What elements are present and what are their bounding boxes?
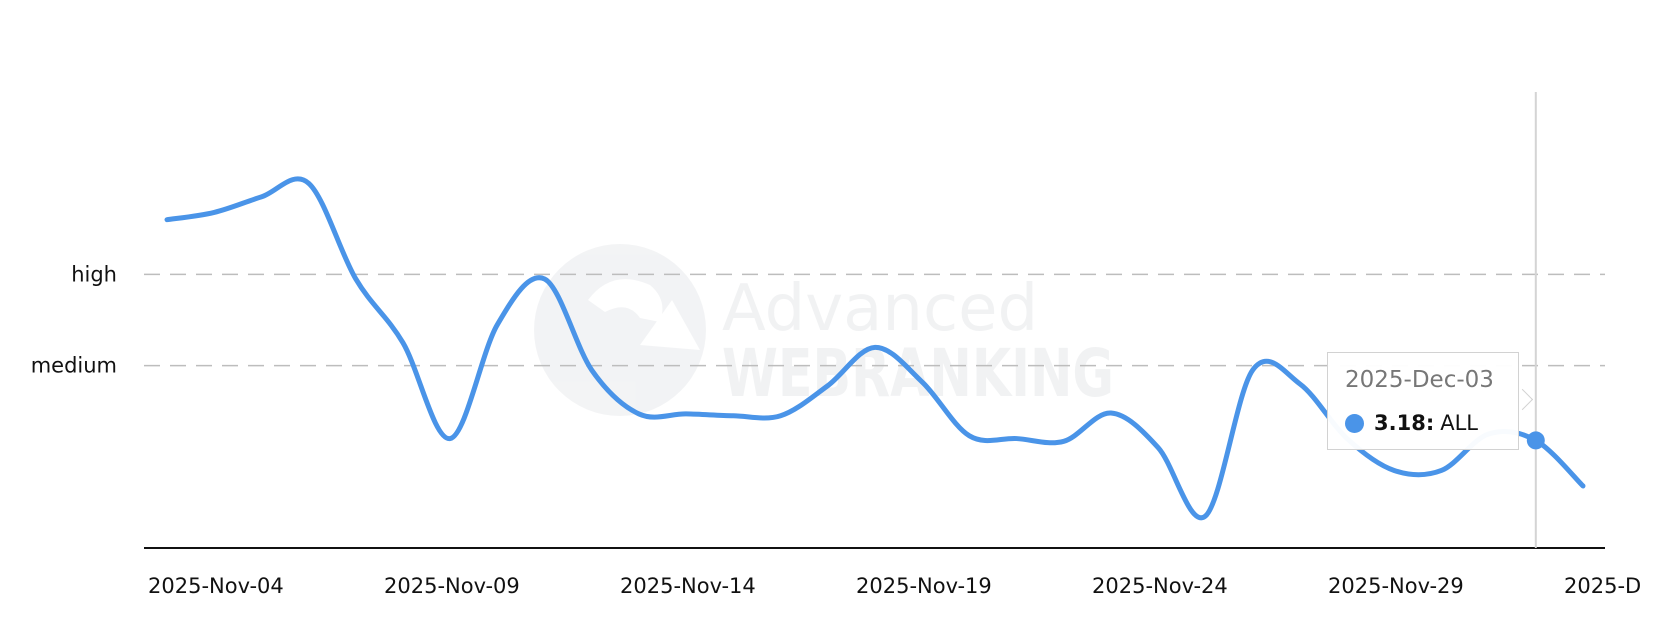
data-point[interactable] — [775, 410, 787, 422]
data-point[interactable] — [1105, 407, 1117, 419]
data-point[interactable] — [869, 341, 881, 353]
watermark-logo: Advanced WEBRANKING — [534, 244, 1114, 416]
data-point[interactable] — [491, 319, 503, 331]
y-tick-label: medium — [31, 354, 117, 378]
tooltip-value: 3.18 — [1374, 411, 1426, 435]
data-point[interactable] — [208, 206, 220, 218]
x-tick-label: 2025-D — [1564, 574, 1641, 598]
data-point[interactable] — [1435, 464, 1447, 476]
data-point[interactable] — [1577, 480, 1589, 492]
x-tick-label: 2025-Nov-14 — [620, 574, 756, 598]
mountain-icon — [640, 300, 700, 350]
data-point[interactable] — [397, 337, 409, 349]
x-tick-label: 2025-Nov-19 — [856, 574, 992, 598]
watermark-line1: Advanced — [722, 272, 1038, 346]
tooltip-row: 3.18 : ALL — [1345, 411, 1478, 435]
data-point[interactable] — [727, 410, 739, 422]
data-point[interactable] — [539, 273, 551, 285]
data-point[interactable] — [1388, 464, 1400, 476]
data-point[interactable] — [255, 191, 267, 203]
data-point[interactable] — [303, 177, 315, 189]
data-point[interactable] — [1152, 442, 1164, 454]
data-point[interactable] — [1011, 433, 1023, 445]
globe-icon — [534, 244, 706, 416]
tooltip-series-name: ALL — [1440, 411, 1478, 435]
series-dot-icon — [1345, 413, 1364, 433]
highlighted-data-point[interactable] — [1526, 431, 1545, 450]
y-tick-label: high — [71, 262, 117, 286]
data-point[interactable] — [963, 430, 975, 442]
data-point[interactable] — [350, 273, 362, 285]
x-axis-labels: 2025-Nov-04 2025-Nov-09 2025-Nov-14 2025-No… — [148, 574, 1641, 598]
globe-continent-icon — [588, 279, 663, 322]
data-point[interactable] — [916, 376, 928, 388]
data-point[interactable] — [444, 433, 456, 445]
grid-lines — [144, 273, 1605, 367]
data-point[interactable] — [1199, 510, 1211, 522]
tooltip-date: 2025-Dec-03 — [1345, 367, 1494, 393]
data-point[interactable] — [633, 408, 645, 420]
data-point[interactable] — [680, 408, 692, 420]
x-tick-label: 2025-Nov-04 — [148, 574, 284, 598]
data-point[interactable] — [1247, 364, 1259, 376]
data-point[interactable] — [1294, 378, 1306, 390]
data-point[interactable] — [1058, 435, 1070, 447]
y-axis-labels: high medium — [31, 262, 117, 377]
tooltip-separator: : — [1425, 411, 1435, 435]
series-group — [161, 176, 1589, 522]
x-tick-label: 2025-Nov-29 — [1328, 574, 1464, 598]
x-tick-label: 2025-Nov-09 — [384, 574, 520, 598]
data-point[interactable] — [161, 214, 173, 226]
tooltip: 2025-Dec-03 3.18 : ALL — [1327, 352, 1519, 450]
watermark-line2: WEBRANKING — [722, 335, 1114, 412]
data-point[interactable] — [586, 364, 598, 376]
x-tick-label: 2025-Nov-24 — [1092, 574, 1228, 598]
data-point[interactable] — [822, 380, 834, 392]
